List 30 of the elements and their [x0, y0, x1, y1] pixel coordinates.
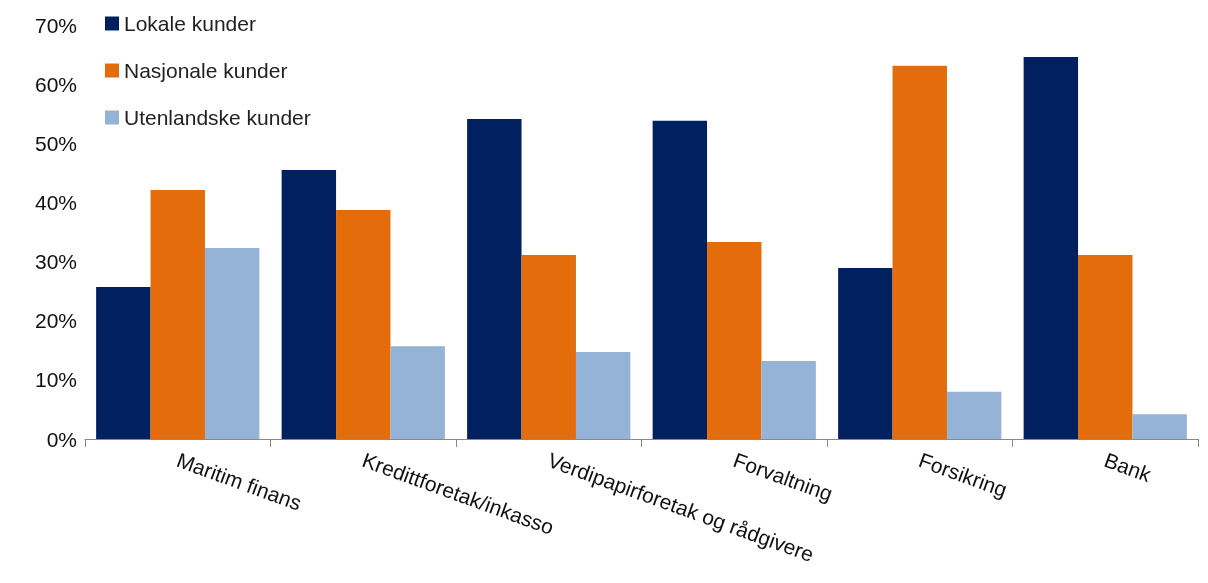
bar	[707, 242, 762, 439]
bar	[652, 120, 708, 439]
bar	[150, 190, 205, 439]
y-tick-label: 60%	[34, 72, 77, 96]
legend-label: Lokale kunder	[124, 12, 256, 35]
y-tick-label: 70%	[34, 13, 77, 37]
bar	[838, 268, 893, 439]
y-tick-label: 50%	[34, 131, 77, 155]
y-tick-label: 10%	[34, 368, 77, 392]
legend-label: Utenlandske kunder	[124, 106, 311, 129]
bar	[1132, 414, 1187, 439]
bar	[892, 65, 947, 439]
bar	[336, 210, 391, 439]
y-tick-label: 30%	[34, 250, 77, 274]
bar	[521, 255, 576, 439]
bar	[1078, 255, 1133, 439]
bar	[1023, 56, 1079, 439]
bar	[467, 119, 522, 439]
bar	[204, 247, 260, 439]
y-tick-label: 20%	[34, 309, 77, 333]
y-tick-label: 40%	[34, 190, 77, 214]
bar	[96, 287, 151, 439]
legend-label: Nasjonale kunder	[124, 59, 288, 82]
x-tick-label: Bank	[1101, 448, 1155, 487]
bar	[281, 169, 337, 439]
bar	[390, 346, 445, 439]
bar	[946, 391, 1002, 439]
bar	[575, 352, 631, 439]
bar	[761, 360, 816, 439]
y-tick-label: 0%	[46, 427, 77, 451]
